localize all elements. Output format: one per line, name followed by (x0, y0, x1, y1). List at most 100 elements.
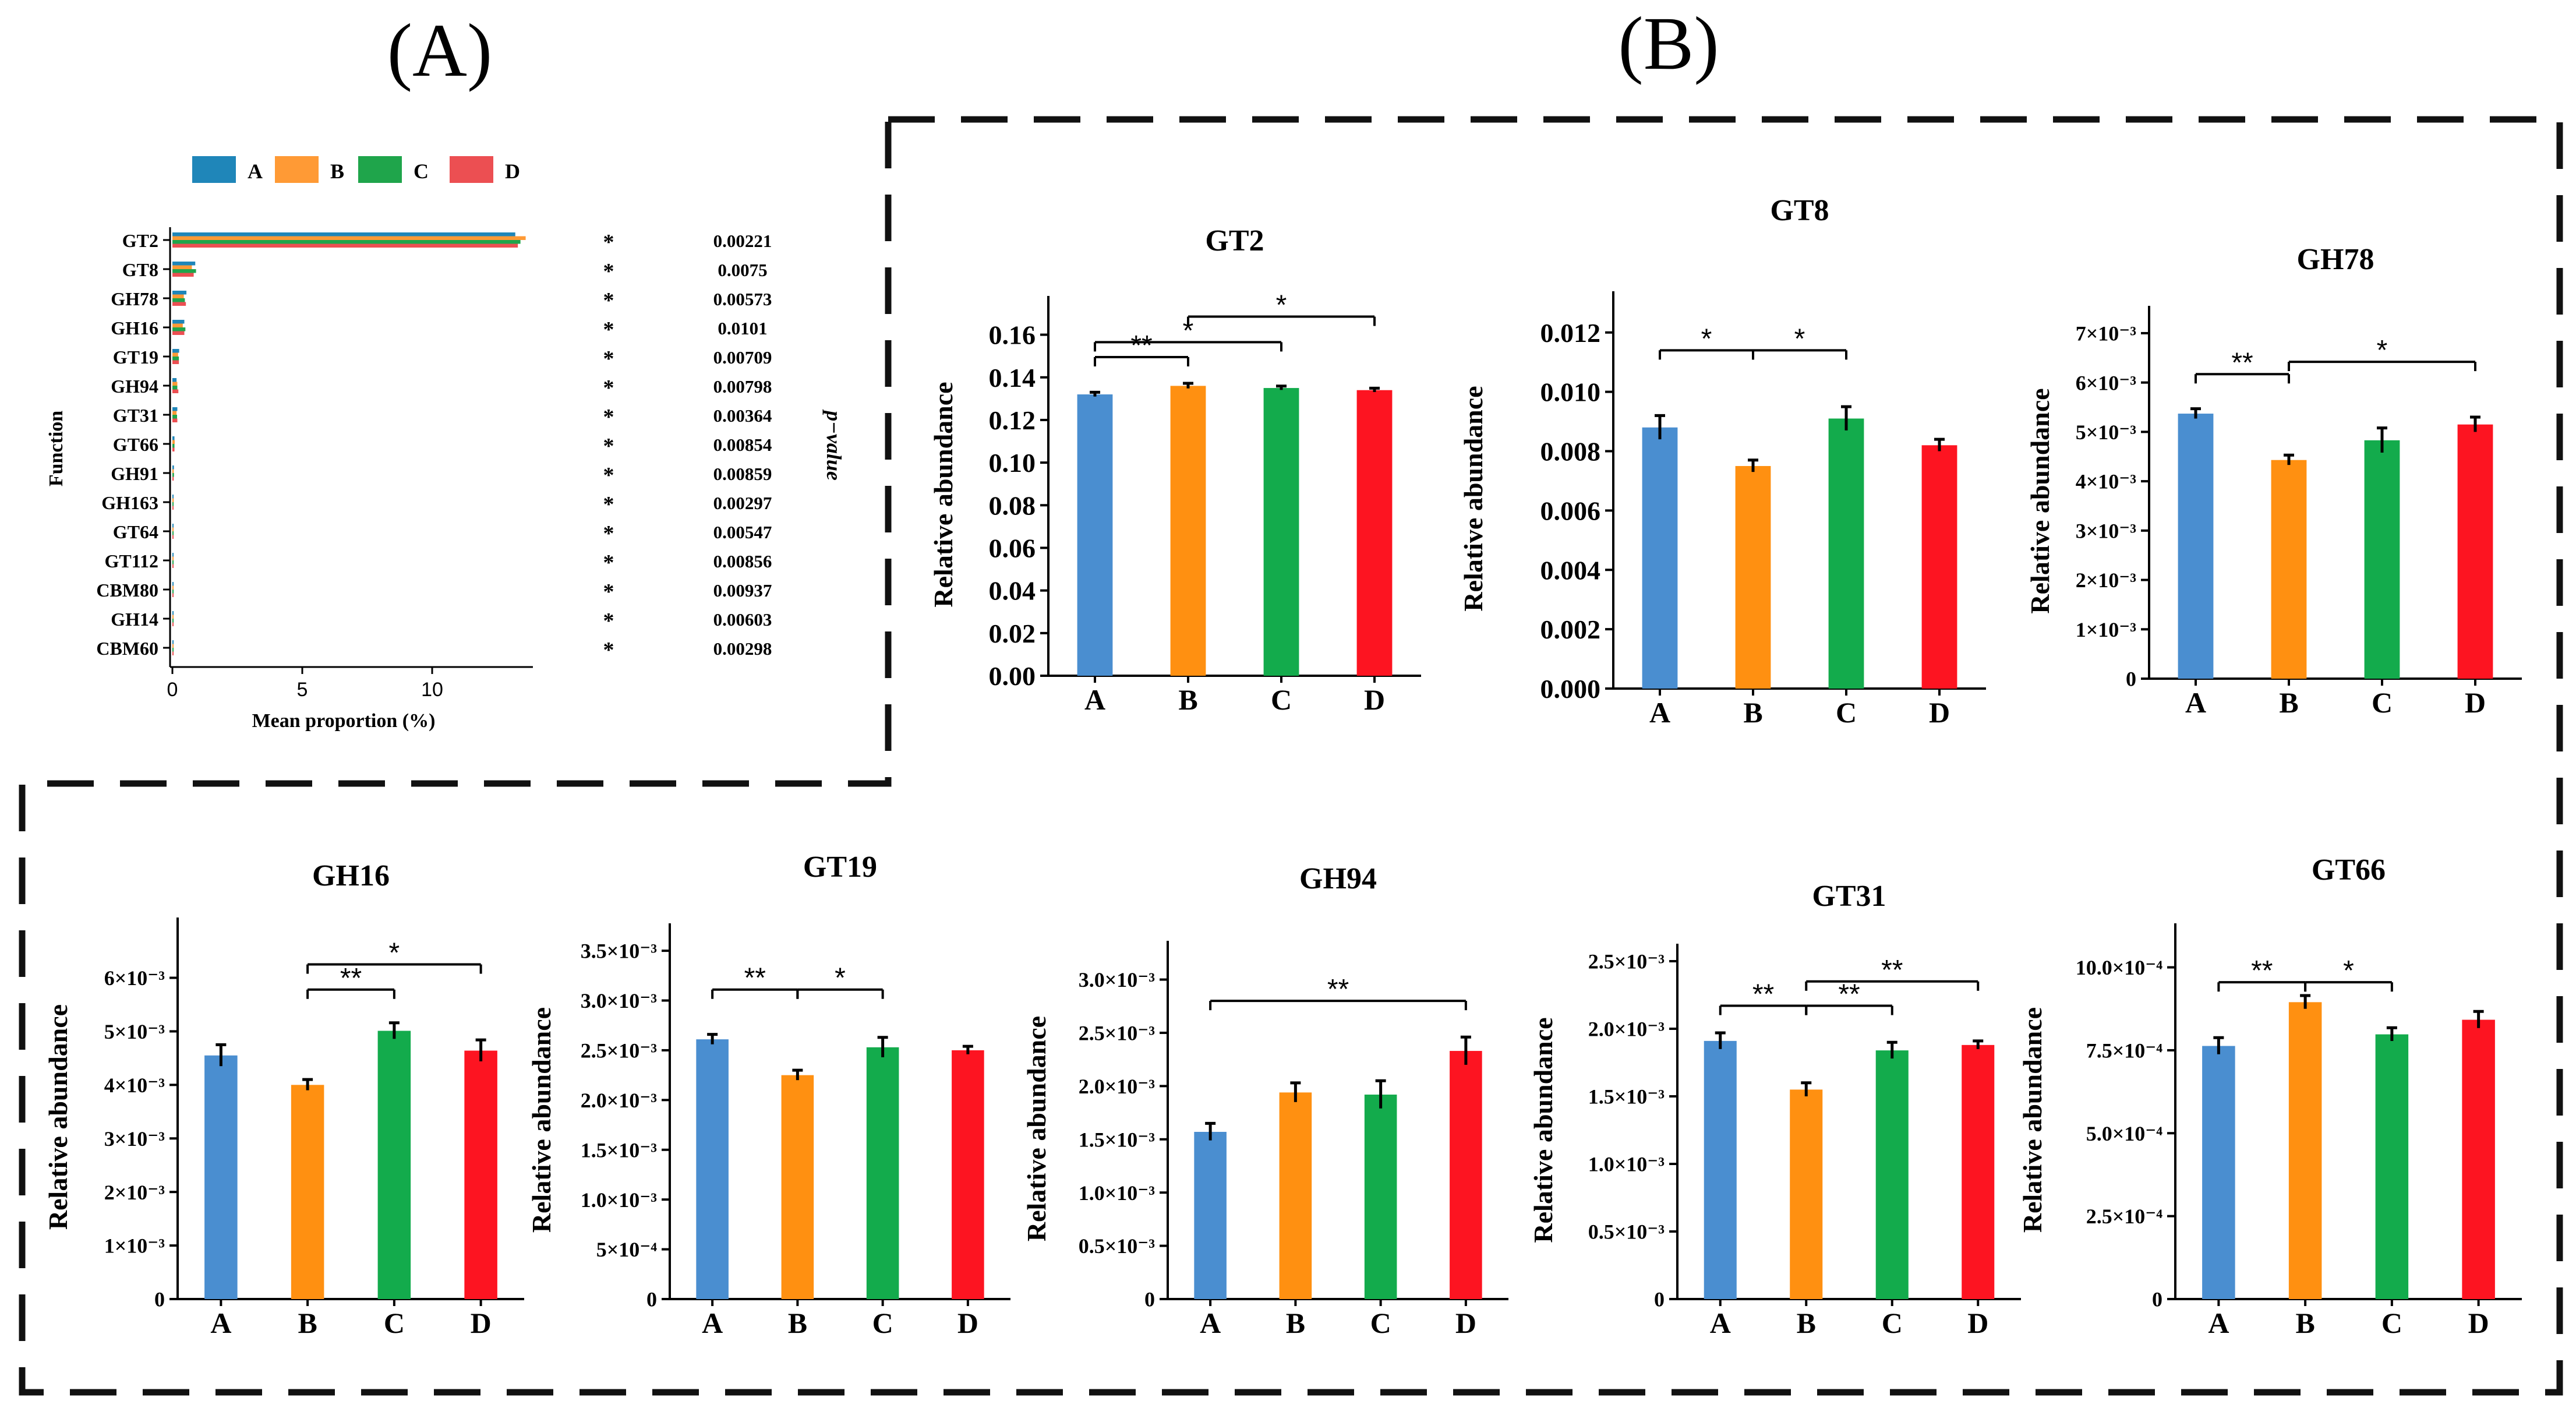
bar-cbm80-c (172, 590, 174, 594)
gt31-y-tick-label: 0.5×10⁻³ (1588, 1220, 1665, 1244)
gh78-bar-a (2178, 414, 2214, 679)
gt2-bracket-label-2: * (1276, 290, 1287, 320)
bar-gh78-d (172, 302, 186, 306)
bar-gh14-b (172, 615, 174, 619)
gh94-bracket-label-0: ** (1327, 974, 1349, 1005)
bar-cbm60-b (172, 644, 174, 648)
chart-gh16: GH16 Relative abundance 0 1×10⁻³ 2×10⁻³ 3×10⁻… (43, 859, 524, 1339)
gt31-y-tick-label: 1.5×10⁻³ (1588, 1085, 1665, 1109)
gt19-y-tick-label: 0 (646, 1288, 657, 1311)
pvalue-gt66: 0.00854 (713, 435, 772, 455)
gt8-bar-b (1735, 465, 1771, 689)
bar-gt112-b (172, 556, 174, 560)
gt2-x-tick-label-c: C (1271, 683, 1292, 716)
pvalue-gt8: 0.0075 (718, 260, 767, 280)
gh78-bar-b (2271, 460, 2307, 679)
gh94-x-tick-label-b: B (1286, 1307, 1305, 1339)
gh78-y-tick-label: 2×10⁻³ (2076, 569, 2137, 592)
gt31-x-tick-label-b: B (1797, 1307, 1816, 1339)
bar-gt19-c (172, 357, 179, 361)
gt2-x-tick-label-d: D (1364, 683, 1385, 716)
panel-a-chart: A B C D GT2 * 0.00221 GT8 * 0.0075 GH78 * 0.00573 GH1… (45, 156, 846, 732)
gt2-bar-b (1170, 386, 1206, 676)
gt19-y-tick-label: 2.0×10⁻³ (581, 1089, 658, 1112)
panel-a-category-cbm80: CBM80 (96, 580, 158, 601)
gt19-y-tick-label: 3.0×10⁻³ (581, 989, 658, 1012)
legend-swatch-d (450, 156, 493, 183)
significance-gh16: * (603, 317, 614, 342)
gt66-title: GT66 (2312, 853, 2386, 887)
gh78-y-tick-label: 1×10⁻³ (2076, 618, 2137, 641)
panel-a-x-tick-label: 5 (297, 679, 308, 701)
panel-a-category-gh94: GH94 (111, 376, 158, 397)
gt19-bracket-label-1: * (835, 963, 846, 994)
pvalue-cbm60: 0.00298 (713, 638, 772, 659)
significance-cbm80: * (603, 580, 614, 604)
gh78-x-tick-label-a: A (2185, 686, 2206, 719)
gh94-bar-b (1279, 1092, 1312, 1299)
gt66-y-tick-label: 2.5×10⁻⁴ (2086, 1205, 2163, 1228)
panel-a-category-gt19: GT19 (113, 347, 158, 368)
bar-gh91-a (172, 465, 174, 470)
gt2-y-tick-label: 0.16 (989, 320, 1036, 350)
panel-a-category-gt112: GT112 (105, 551, 158, 571)
gh94-y-axis-title: Relative abundance (1022, 1016, 1051, 1241)
bar-gt19-b (172, 352, 178, 357)
bar-gh91-b (172, 469, 174, 473)
significance-gh163: * (603, 492, 614, 517)
gh16-bar-c (377, 1031, 411, 1299)
gh78-x-tick-label-d: D (2465, 686, 2486, 719)
bar-gt2-b (172, 236, 526, 240)
pvalue-gh94: 0.00798 (713, 376, 772, 397)
gt2-x-tick-label-b: B (1178, 683, 1197, 716)
pvalue-gh163: 0.00297 (713, 493, 772, 513)
gh94-bar-a (1194, 1131, 1227, 1299)
gt31-bracket-label-2: ** (1881, 955, 1903, 986)
gh16-x-tick-label-a: A (210, 1307, 231, 1339)
gh78-y-tick-label: 6×10⁻³ (2076, 371, 2137, 394)
bar-gh14-d (172, 622, 174, 626)
bar-gh91-d (172, 477, 174, 481)
bar-gt112-a (172, 553, 174, 557)
legend-label-b: B (330, 160, 344, 183)
gh16-y-axis-title: Relative abundance (43, 1004, 73, 1230)
gt19-x-tick-label-a: A (702, 1307, 723, 1339)
gh16-bar-d (464, 1050, 497, 1299)
gh78-y-tick-label: 5×10⁻³ (2076, 421, 2137, 444)
pvalue-gh91: 0.00859 (713, 464, 772, 484)
gt31-x-tick-label-c: C (1882, 1307, 1903, 1339)
gt31-y-tick-label: 0 (1654, 1288, 1665, 1311)
bar-gt66-d (172, 447, 175, 451)
bar-gh94-c (172, 386, 178, 390)
gt66-y-tick-label: 5.0×10⁻⁴ (2086, 1122, 2163, 1145)
gh94-y-tick-label: 1.5×10⁻³ (1079, 1128, 1156, 1151)
gh16-y-tick-label: 4×10⁻³ (104, 1074, 165, 1097)
gh16-bar-a (204, 1055, 238, 1299)
panel-a-x-axis-title: Mean proportion (%) (252, 710, 436, 732)
gt31-bracket-label-1: ** (1838, 979, 1860, 1010)
significance-gt66: * (603, 434, 614, 458)
panel-a-category-gt31: GT31 (113, 405, 158, 426)
significance-gt19: * (603, 347, 614, 371)
gt8-title: GT8 (1770, 194, 1829, 227)
panel-a-category-gh16: GH16 (111, 317, 158, 338)
gt2-bar-c (1263, 388, 1299, 676)
gh94-bar-c (1364, 1095, 1397, 1299)
panel-a-category-gh91: GH91 (111, 463, 158, 484)
gt66-bar-d (2462, 1019, 2495, 1299)
gh16-y-tick-label: 0 (154, 1288, 165, 1311)
gh94-x-tick-label-d: D (1455, 1307, 1476, 1339)
gt8-y-tick-label: 0.002 (1540, 615, 1601, 644)
significance-gt31: * (603, 405, 614, 429)
gt8-y-tick-label: 0.006 (1540, 496, 1601, 525)
bar-gh163-a (172, 495, 174, 499)
gh16-bracket-label-1: * (389, 938, 400, 969)
gh16-bar-b (291, 1085, 324, 1299)
bar-gh16-b (172, 323, 183, 327)
gt8-bracket-label-0: * (1701, 323, 1712, 354)
chart-gh94: GH94 Relative abundance 0 0.5×10⁻³ 1.0×10⁻³ 1… (1022, 862, 1508, 1339)
bar-gt8-d (172, 273, 194, 277)
pvalue-gt2: 0.00221 (713, 231, 772, 251)
gt2-bar-a (1077, 394, 1113, 676)
bar-gh94-d (172, 389, 179, 393)
